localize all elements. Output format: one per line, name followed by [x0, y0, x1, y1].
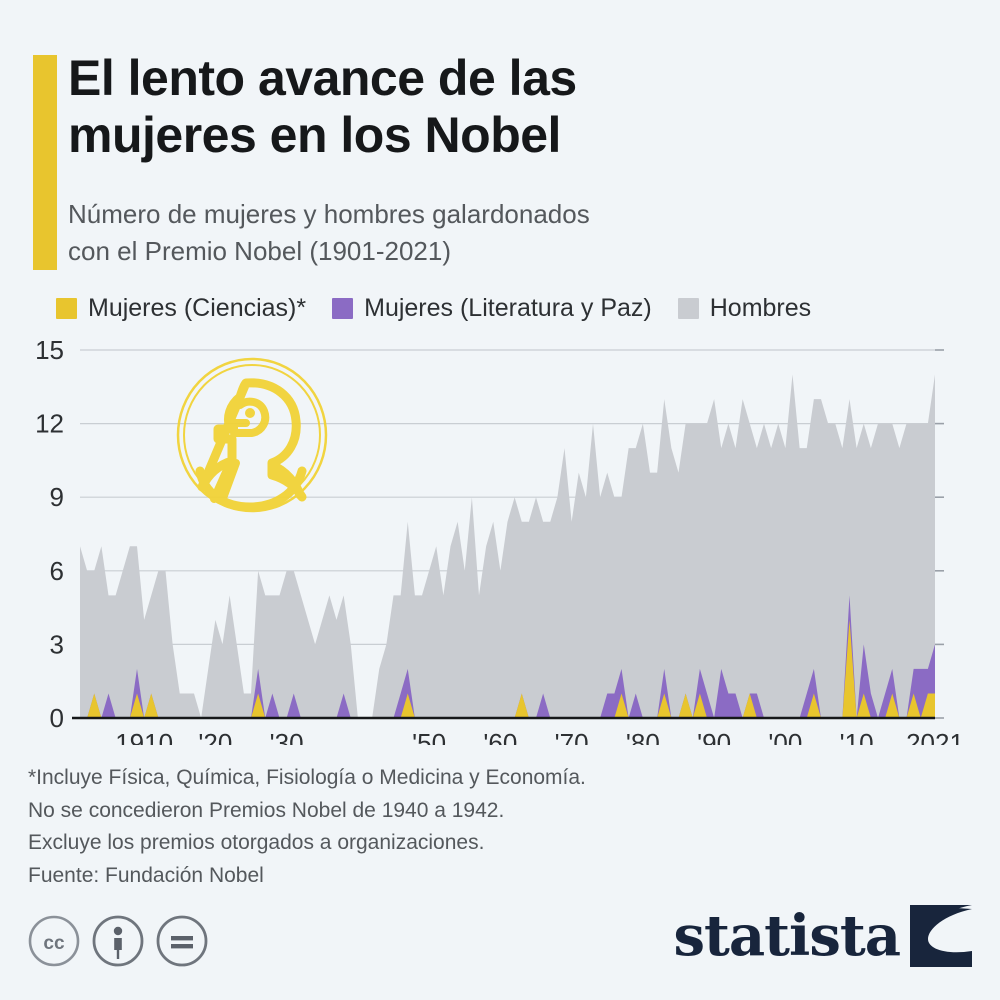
- creative-commons-icons: cc: [28, 915, 208, 967]
- legend-item-men[interactable]: Hombres: [677, 294, 812, 323]
- title-line-2: mujeres en los Nobel: [68, 107, 561, 163]
- x-tick-label-1910: 1910: [115, 728, 173, 745]
- footnote-line-1: *Incluye Física, Química, Fisiología o M…: [28, 766, 586, 789]
- nd-equals-icon: [156, 915, 208, 967]
- legend-item-women-lit-peace[interactable]: Mujeres (Literatura y Paz): [332, 294, 652, 323]
- x-tick-label-1920: '20: [198, 728, 232, 745]
- nobel-medal-icon: [176, 357, 328, 513]
- chart-y-tick-labels: 0 3 6 9 12 15: [35, 335, 64, 733]
- by-person-icon: [92, 915, 144, 967]
- y-tick-label-15: 15: [35, 335, 64, 365]
- subtitle-line-2: con el Premio Nobel (1901-2021): [68, 235, 451, 266]
- footnote-source: Fuente: Fundación Nobel: [28, 863, 264, 887]
- x-tick-label-2000: '00: [768, 728, 802, 745]
- legend-swatch-men: [677, 298, 699, 319]
- legend-item-women-sciences[interactable]: Mujeres (Ciencias)*: [56, 294, 306, 323]
- x-tick-label-1980: '80: [626, 728, 660, 745]
- statista-mark-icon: [910, 905, 972, 967]
- title-line-1: El lento avance de las: [68, 50, 577, 106]
- page-footer: cc statista: [0, 905, 1000, 985]
- footnote-line-3: Excluye los premios otorgados a organiza…: [28, 831, 485, 855]
- y-tick-label-3: 3: [50, 629, 64, 659]
- legend-label-men: Hombres: [709, 294, 812, 322]
- area-series-men: [80, 374, 935, 718]
- y-tick-label-12: 12: [35, 409, 64, 439]
- area-series-women_lit_peace: [80, 595, 935, 718]
- statista-wordmark: statista: [673, 903, 901, 969]
- area-series-women_sciences: [80, 619, 935, 718]
- chart-legend: Mujeres (Ciencias)* Mujeres (Literatura …: [56, 294, 811, 323]
- chart-area: 0 3 6 9 12 15 1910 '20 '30 '50 '60 '70 '80 '90 '00 '10…: [0, 335, 1000, 745]
- x-tick-label-1960: '60: [483, 728, 517, 745]
- title-accent-bar: [33, 55, 57, 270]
- legend-label-women-lit-peace: Mujeres (Literatura y Paz): [364, 294, 652, 322]
- x-tick-label-2021: 2021: [906, 728, 964, 745]
- x-tick-label-1970: '70: [555, 728, 589, 745]
- x-tick-label-2010: '10: [840, 728, 874, 745]
- stacked-area-chart: 0 3 6 9 12 15 1910 '20 '30 '50 '60 '70 '80 '90 '00 '10…: [35, 335, 964, 745]
- y-tick-label-0: 0: [50, 703, 64, 733]
- legend-swatch-women-lit-peace: [332, 298, 354, 319]
- svg-text:cc: cc: [43, 933, 65, 954]
- x-tick-label-1990: '90: [697, 728, 731, 745]
- y-tick-label-6: 6: [50, 556, 64, 586]
- legend-swatch-women-sciences: [56, 298, 77, 319]
- footnote-line-2: No se concedieron Premios Nobel de 1940 …: [28, 798, 505, 822]
- chart-footnotes: *Incluye Física, Química, Fisiología o M…: [28, 762, 928, 892]
- y-tick-label-9: 9: [50, 482, 64, 512]
- chart-series-areas: [80, 374, 935, 718]
- x-tick-label-1930: '30: [270, 728, 304, 745]
- page-title: El lento avance de las mujeres en los No…: [68, 50, 768, 164]
- legend-label-women-sciences: Mujeres (Ciencias)*: [88, 294, 307, 322]
- page-subtitle: Número de mujeres y hombres galardonados…: [68, 196, 828, 270]
- chart-x-tick-labels: 1910 '20 '30 '50 '60 '70 '80 '90 '00 '10 2021: [115, 728, 964, 745]
- subtitle-line-1: Número de mujeres y hombres galardonados: [68, 199, 590, 229]
- cc-icon: cc: [28, 915, 80, 967]
- chart-axis: [72, 349, 944, 720]
- x-tick-label-1950: '50: [412, 728, 446, 745]
- statista-logo: statista: [673, 903, 972, 969]
